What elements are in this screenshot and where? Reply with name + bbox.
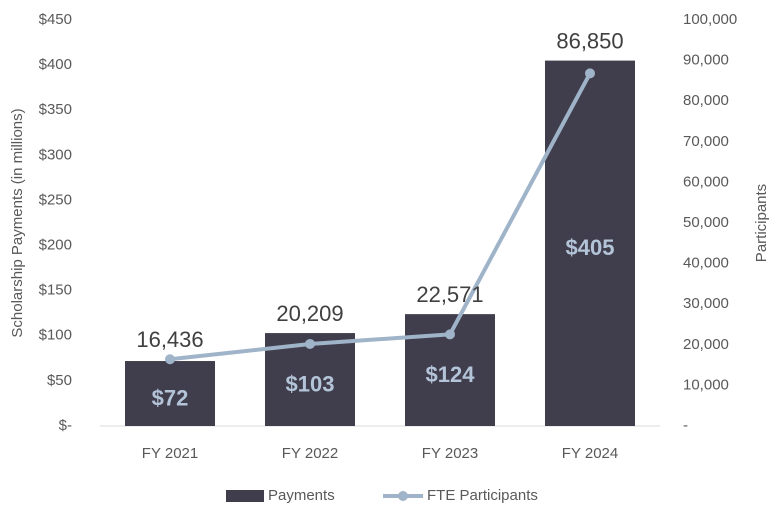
x-tick-label: FY 2023 — [422, 445, 478, 462]
y-tick-label: $350 — [39, 101, 72, 118]
y-tick-label: $150 — [39, 282, 72, 299]
y-tick-label: $300 — [39, 146, 72, 163]
y-tick-label: $- — [59, 417, 72, 434]
legend-swatch — [226, 490, 264, 502]
line-label: 22,571 — [416, 282, 483, 307]
x-tick-label: FY 2022 — [282, 445, 338, 462]
legend-swatch — [398, 491, 408, 501]
y-tick-label: $200 — [39, 237, 72, 254]
line-marker — [305, 338, 315, 349]
bar-label: $103 — [286, 371, 335, 396]
y2-tick-label: 60,000 — [683, 173, 729, 190]
line — [169, 72, 592, 362]
y2-tick-label: 30,000 — [683, 295, 729, 312]
bar-label: $405 — [566, 235, 615, 260]
bar-label: $124 — [426, 362, 476, 387]
x-tick-label: FY 2024 — [562, 445, 618, 462]
y2-tick-label: - — [683, 417, 688, 434]
y-tick-label: $250 — [39, 191, 72, 208]
line-label: 20,209 — [276, 301, 343, 326]
line-marker — [165, 354, 175, 365]
line-label: 16,436 — [136, 327, 203, 352]
y2-axis-label: Participants — [753, 184, 770, 262]
y2-tick-label: 100,000 — [683, 11, 737, 28]
y-axis-label: Scholarship Payments (in millions) — [9, 108, 26, 337]
bar-label: $72 — [152, 385, 189, 410]
y-tick-label: $400 — [39, 56, 72, 73]
y-tick-label: $100 — [39, 327, 72, 344]
y2-tick-label: 80,000 — [683, 92, 729, 109]
line-marker — [585, 68, 595, 79]
y2-tick-label: 40,000 — [683, 255, 729, 272]
bar — [545, 60, 635, 426]
bar — [125, 361, 215, 426]
y2-tick-label: 70,000 — [683, 133, 729, 150]
y-tick-label: $450 — [39, 11, 72, 28]
legend-label: Payments — [268, 487, 335, 504]
legend-label: FTE Participants — [427, 487, 538, 504]
x-tick-label: FY 2021 — [142, 445, 198, 462]
y2-tick-label: 10,000 — [683, 376, 729, 393]
line-marker — [445, 329, 455, 340]
line-label: 86,850 — [556, 28, 623, 53]
y2-tick-label: 20,000 — [683, 336, 729, 353]
y-tick-label: $50 — [47, 372, 72, 389]
y2-tick-label: 90,000 — [683, 52, 729, 69]
y2-tick-label: 50,000 — [683, 214, 729, 231]
